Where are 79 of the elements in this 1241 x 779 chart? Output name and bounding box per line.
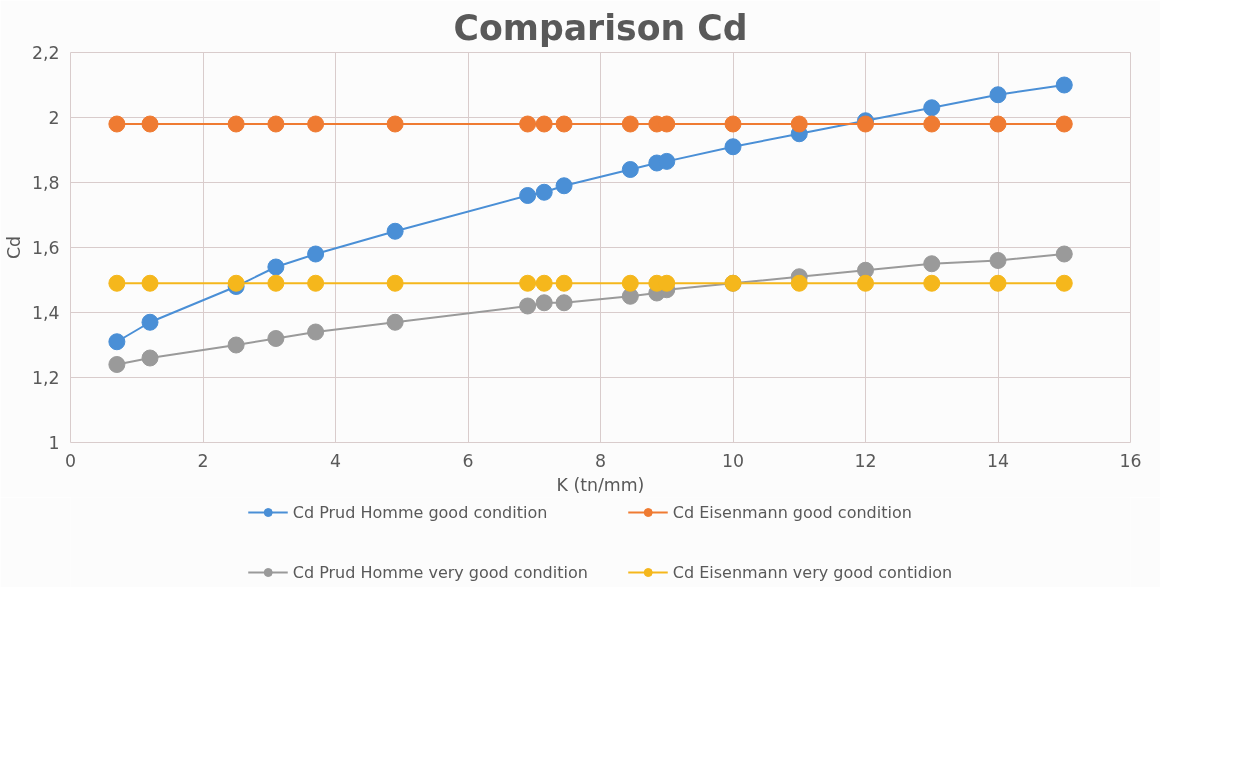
y-tick-label: 2	[48, 108, 60, 128]
point	[141, 349, 159, 367]
point	[108, 115, 126, 133]
point	[267, 258, 285, 276]
y-tick-label: 1,8	[31, 173, 60, 193]
x-axis-title: K (tn/mm)	[556, 474, 645, 495]
point	[989, 252, 1007, 269]
x-tick-label: 12	[854, 450, 877, 471]
point	[141, 313, 159, 331]
y-axis-title: Cd	[3, 235, 24, 260]
point	[1055, 76, 1073, 94]
point	[108, 356, 126, 373]
point	[555, 294, 573, 312]
point	[267, 274, 285, 292]
point	[555, 274, 573, 292]
point	[790, 115, 808, 133]
point	[923, 255, 941, 273]
point	[621, 161, 639, 178]
point	[535, 115, 553, 133]
point	[989, 115, 1007, 133]
point	[519, 297, 537, 315]
point	[1055, 115, 1073, 133]
point	[386, 313, 404, 331]
point	[307, 245, 325, 263]
point	[519, 115, 537, 133]
point	[923, 99, 941, 117]
point	[227, 336, 245, 354]
x-tick-label: 14	[986, 450, 1010, 471]
point	[227, 115, 245, 133]
point	[141, 274, 159, 292]
x-tick-label: 4	[329, 450, 342, 471]
point	[307, 323, 325, 341]
point	[307, 115, 325, 133]
point	[1055, 245, 1073, 263]
point	[724, 115, 742, 133]
x-tick-label: 0	[64, 450, 77, 471]
x-tick-label: 6	[462, 450, 474, 471]
point	[519, 274, 537, 292]
point	[989, 274, 1007, 292]
point	[923, 274, 941, 292]
legend-label: Cd Eisenmann very good contidion	[672, 562, 953, 582]
point	[923, 115, 941, 133]
y-tick-label: 1,4	[31, 303, 60, 323]
chart-title: Comparison Cd	[453, 7, 748, 48]
point	[108, 274, 126, 292]
y-tick-label: 2,2	[31, 43, 60, 63]
x-tick-label: 16	[1119, 450, 1142, 471]
point	[535, 274, 553, 292]
point	[267, 115, 285, 133]
point	[658, 152, 676, 170]
point	[555, 177, 573, 195]
legend-label: Cd Prud Homme good condition	[292, 502, 548, 522]
point	[386, 222, 404, 240]
point	[267, 330, 285, 347]
legend-label: Cd Prud Homme very good condition	[292, 562, 588, 582]
point	[989, 86, 1007, 104]
x-tick-label: 2	[197, 450, 209, 471]
point	[535, 183, 553, 201]
point	[621, 274, 639, 292]
point	[1055, 274, 1073, 292]
y-tick-label: 1	[48, 433, 60, 453]
y-tick-label: 1,2	[31, 368, 60, 388]
point	[227, 274, 245, 292]
point	[535, 294, 553, 312]
point	[141, 115, 159, 133]
point	[555, 115, 573, 133]
point	[307, 274, 325, 292]
x-tick-label: 10	[721, 450, 745, 471]
y-tick-label: 1,6	[31, 238, 60, 258]
point	[386, 115, 404, 133]
x-tick-label: 8	[594, 450, 607, 471]
point	[108, 333, 126, 351]
point	[857, 274, 874, 292]
legend-label: Cd Eisenmann good condition	[672, 502, 912, 522]
point	[790, 274, 808, 292]
point	[621, 115, 639, 133]
point	[519, 187, 537, 204]
point	[724, 138, 742, 156]
point	[386, 274, 404, 292]
